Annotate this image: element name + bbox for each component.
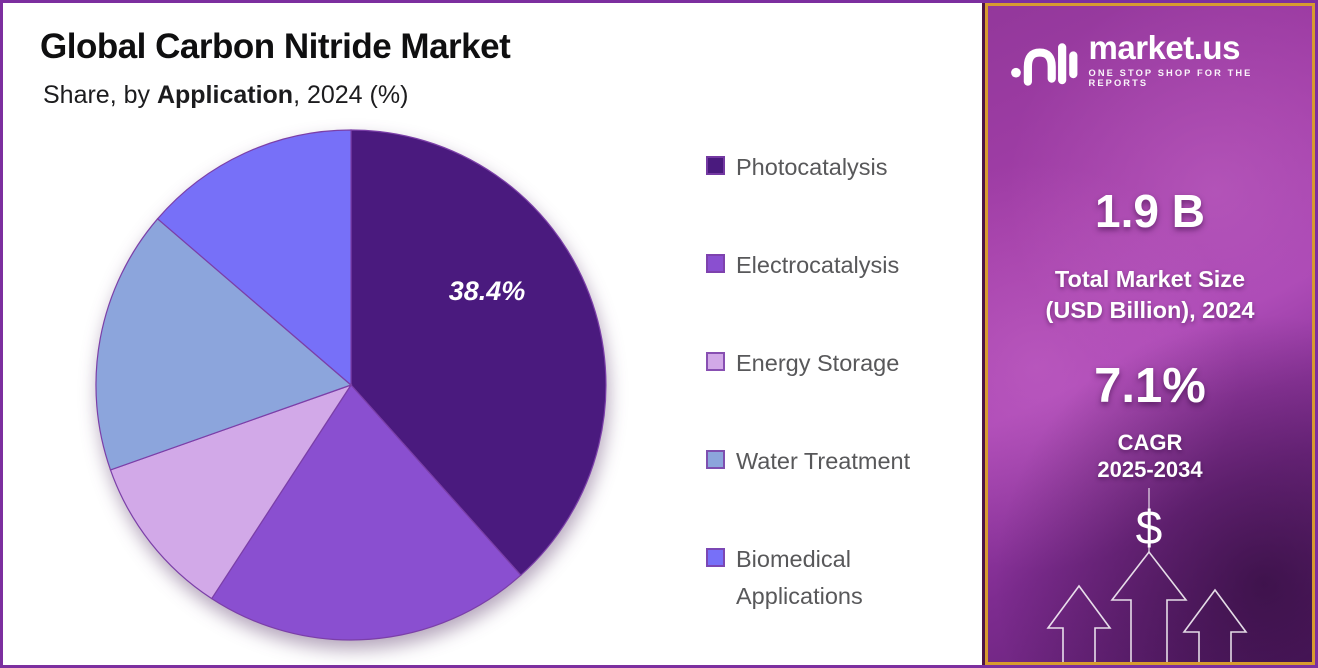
- legend-label: Energy Storage: [736, 350, 900, 376]
- pie-chart: 38.4%: [95, 129, 607, 641]
- stat-cagr-label: CAGR: [1117, 430, 1183, 455]
- page-subtitle: Share, by Application, 2024 (%): [43, 81, 408, 110]
- subtitle-prefix: Share, by: [43, 81, 157, 109]
- pie-slice-water-treatment: [95, 217, 353, 471]
- legend-item: Energy Storage: [706, 345, 961, 382]
- arrow-left-icon: [1046, 584, 1112, 662]
- stat-market-size-label-line2: (USD Billion), 2024: [1045, 297, 1255, 323]
- legend-label: Biomedical Applications: [736, 546, 863, 609]
- pie-slice-label: 38.4%: [449, 276, 526, 306]
- pie-slice-energy-storage: [109, 383, 353, 600]
- brand-tagline: ONE STOP SHOP FOR THE REPORTS: [1088, 68, 1253, 88]
- brand-sidebar: market.us ONE STOP SHOP FOR THE REPORTS …: [985, 3, 1315, 665]
- brand-name: market.us: [1088, 29, 1241, 66]
- legend-item: Electrocatalysis: [706, 247, 961, 284]
- legend-marker-icon: [706, 450, 725, 469]
- arrow-middle-icon: [1110, 550, 1188, 662]
- legend-label: Electrocatalysis: [736, 252, 900, 278]
- growth-arrows-graphic: $: [1046, 488, 1248, 662]
- legend-marker-icon: [706, 548, 725, 567]
- arrow-right-icon: [1182, 588, 1248, 662]
- logo-dot: [1011, 67, 1021, 78]
- subtitle-suffix: , 2024 (%): [293, 81, 409, 109]
- pie-slice-photocatalysis: [350, 129, 607, 577]
- marketus-logo-icon: [1011, 43, 1078, 86]
- subtitle-segment: Application: [156, 81, 294, 109]
- legend-marker-icon: [706, 352, 725, 371]
- legend-marker-icon: [706, 156, 725, 175]
- pie-slice-electrocatalysis: [210, 384, 522, 641]
- brand-logo: market.us ONE STOP SHOP FOR THE REPORTS: [1010, 30, 1312, 90]
- stat-cagr-period: 2025-2034: [1097, 457, 1203, 482]
- pie-slice-biomedical-applications: [156, 129, 352, 387]
- legend-item: Photocatalysis: [706, 149, 961, 186]
- legend-marker-icon: [706, 254, 725, 273]
- page-title: Global Carbon Nitride Market: [40, 27, 511, 66]
- legend-item: Water Treatment: [706, 443, 961, 480]
- legend-item: Biomedical Applications: [706, 541, 961, 615]
- dollar-sign-icon: $: [1136, 502, 1163, 555]
- stat-cagr-value: 7.1%: [1094, 359, 1206, 413]
- stat-market-size-label-line1: Total Market Size: [1054, 266, 1246, 292]
- legend-label: Photocatalysis: [736, 154, 888, 180]
- legend-label: Water Treatment: [736, 448, 911, 474]
- stat-market-size-value: 1.9 B: [1095, 185, 1205, 237]
- chart-legend: Photocatalysis Electrocatalysis Energy Sto…: [706, 149, 961, 615]
